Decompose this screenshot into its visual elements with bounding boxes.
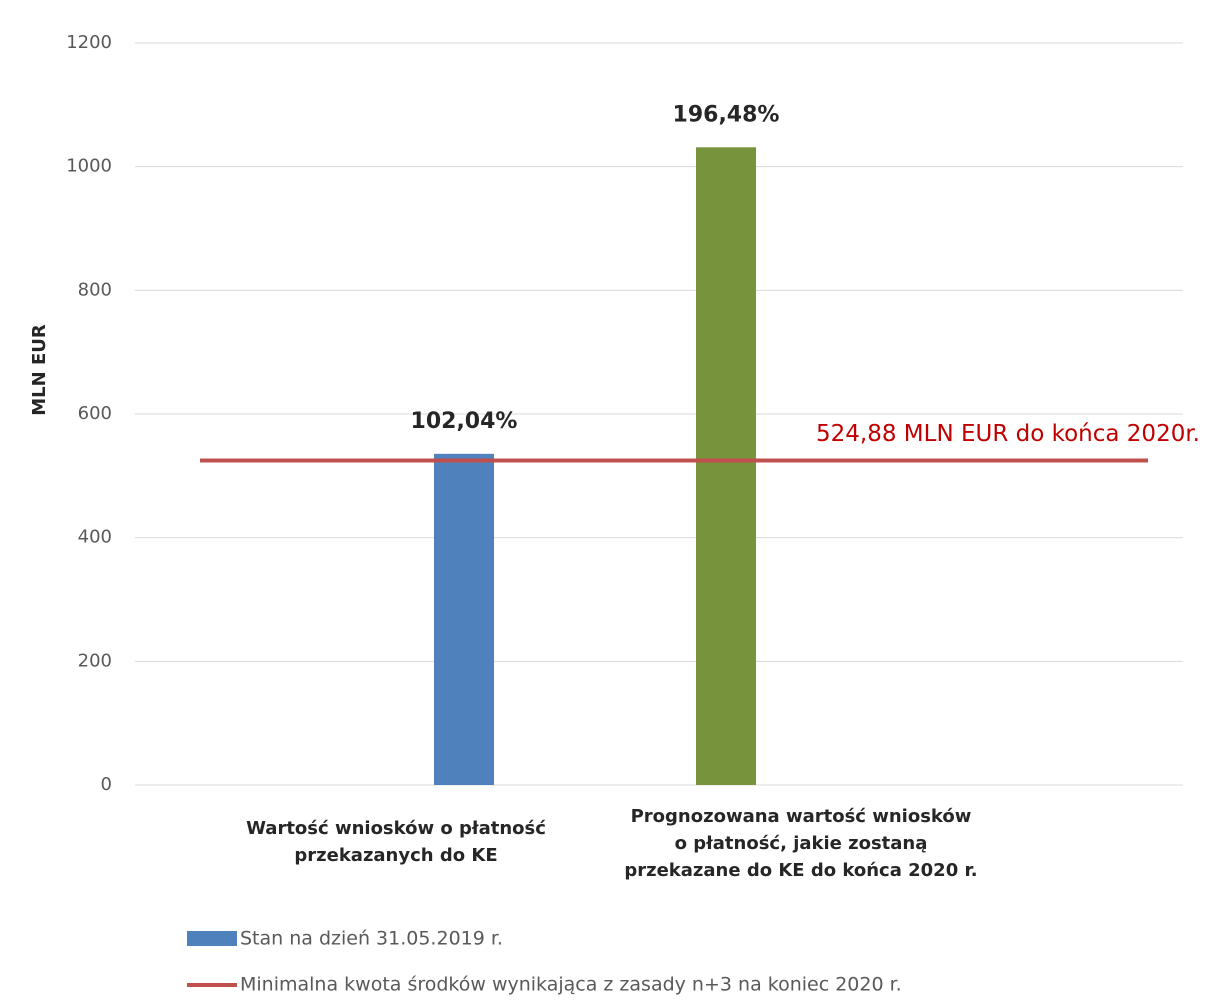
bar — [696, 147, 756, 785]
legend-swatch — [187, 931, 237, 946]
y-axis-label: MLN EUR — [29, 324, 50, 416]
reference-label: 524,88 MLN EUR do końca 2020r. — [816, 421, 1200, 447]
y-tick-label: 800 — [78, 279, 112, 300]
bar — [434, 453, 494, 785]
bar-annotation: 102,04% — [411, 409, 518, 434]
x-tick-label: Wartość wniosków o płatność przekazanych … — [246, 818, 546, 866]
y-tick-label: 400 — [78, 527, 112, 548]
legend-label: Stan na dzień 31.05.2019 r. — [240, 928, 503, 950]
x-tick-label: Prognozowana wartość wniosków o płatność,… — [624, 806, 977, 881]
y-tick-label: 1000 — [66, 156, 112, 177]
bar-annotation: 196,48% — [673, 102, 780, 127]
y-tick-label: 200 — [78, 650, 112, 671]
y-tick-label: 600 — [78, 403, 112, 424]
y-tick-label: 1200 — [66, 32, 112, 53]
legend-label: Minimalna kwota środków wynikająca z zas… — [240, 974, 902, 996]
y-tick-label: 0 — [101, 774, 112, 795]
